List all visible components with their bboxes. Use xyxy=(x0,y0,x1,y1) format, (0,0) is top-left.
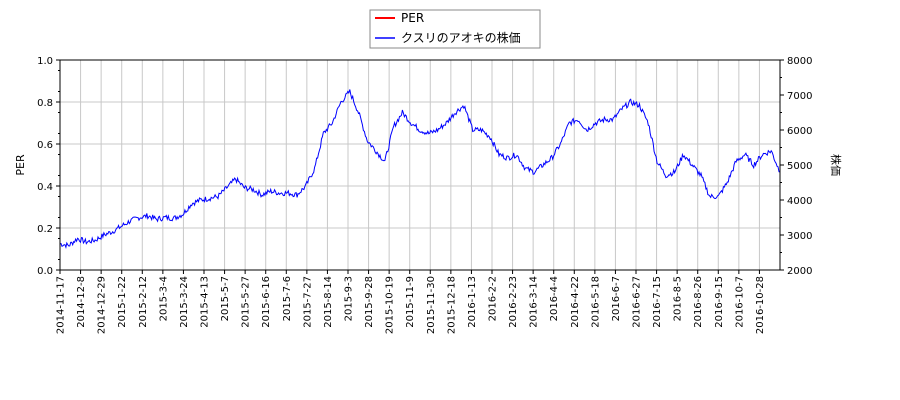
left-tick-label: 0.8 xyxy=(37,98,53,109)
x-tick-label: 2016-8-26 xyxy=(693,276,704,328)
right-axis: 2000 3000 4000 5000 6000 7000 8000 xyxy=(780,56,812,277)
x-tick-label: 2015-1-22 xyxy=(117,276,128,328)
x-tick-label: 2015-5-27 xyxy=(241,276,252,328)
legend-box xyxy=(369,9,541,49)
right-tick-label: 4000 xyxy=(787,196,812,207)
x-tick-label: 2015-11-9 xyxy=(405,276,416,328)
price-series-line xyxy=(59,89,781,250)
x-tick-label: 2016-6-27 xyxy=(632,276,643,328)
x-tick-label: 2016-3-14 xyxy=(529,276,540,328)
x-tick-label: 2016-2-23 xyxy=(508,276,519,328)
x-tick-label: 2015-3-4 xyxy=(158,276,169,321)
x-tick-label: 2016-4-22 xyxy=(570,276,581,328)
x-tick-label: 2016-5-18 xyxy=(590,276,601,328)
right-tick-label: 3000 xyxy=(787,231,812,242)
left-tick-label: 0.6 xyxy=(37,140,53,151)
x-tick-label: 2016-1-13 xyxy=(467,276,478,328)
x-tick-label: 2015-11-30 xyxy=(426,276,437,334)
x-tick-label: 2016-9-15 xyxy=(714,276,725,328)
x-tick-label: 2015-9-3 xyxy=(344,276,355,321)
x-tick-label: 2015-3-24 xyxy=(179,276,190,328)
left-tick-label: 0.4 xyxy=(37,182,53,193)
right-tick-label: 8000 xyxy=(787,56,812,67)
left-tick-label: 1.0 xyxy=(37,56,53,67)
legend-label-per: PER xyxy=(401,11,424,25)
grid-lines xyxy=(60,60,780,270)
plot-area xyxy=(60,60,780,270)
x-tick-label: 2016-10-7 xyxy=(734,276,745,328)
x-tick-label: 2016-7-15 xyxy=(652,276,663,328)
x-tick-label: 2016-8-5 xyxy=(673,276,684,321)
x-tick-label: 2016-6-7 xyxy=(611,276,622,321)
x-tick-label: 2015-12-18 xyxy=(446,276,457,334)
x-tick-label: 2015-4-13 xyxy=(200,276,211,328)
x-tick-label: 2015-9-28 xyxy=(364,276,375,328)
right-tick-label: 7000 xyxy=(787,91,812,102)
x-tick-label: 2015-8-14 xyxy=(323,276,334,328)
x-tick-label: 2014-11-17 xyxy=(56,276,67,334)
right-tick-label: 2000 xyxy=(787,266,812,277)
x-tick-label: 2015-10-19 xyxy=(385,276,396,334)
x-tick-label: 2016-4-4 xyxy=(549,276,560,321)
legend-label-price: クスリのアオキの株価 xyxy=(401,30,521,45)
x-tick-label: 2014-12-29 xyxy=(97,276,108,334)
left-axis: 0.0 0.2 0.4 0.6 0.8 1.0 xyxy=(37,56,60,277)
left-tick-label: 0.0 xyxy=(37,266,53,277)
x-tick-label: 2016-2-2 xyxy=(488,276,499,321)
x-axis: 2014-11-17 2014-12-8 2014-12-29 2015-1-22 20… xyxy=(56,270,766,334)
x-tick-label: 2015-7-27 xyxy=(302,276,313,328)
right-tick-label: 6000 xyxy=(787,126,812,137)
x-tick-label: 2015-2-12 xyxy=(138,276,149,328)
left-axis-title: PER xyxy=(14,154,27,176)
left-tick-label: 0.2 xyxy=(37,224,53,235)
x-tick-label: 2015-5-7 xyxy=(220,276,231,321)
right-tick-label: 5000 xyxy=(787,161,812,172)
legend: PER クスリのアオキの株価 xyxy=(369,9,541,49)
x-tick-label: 2014-12-8 xyxy=(76,276,87,328)
x-tick-label: 2015-6-16 xyxy=(261,276,272,328)
x-tick-label: 2015-7-6 xyxy=(282,276,293,321)
right-axis-title: 株価 xyxy=(829,154,843,176)
x-tick-label: 2016-10-28 xyxy=(755,276,766,334)
